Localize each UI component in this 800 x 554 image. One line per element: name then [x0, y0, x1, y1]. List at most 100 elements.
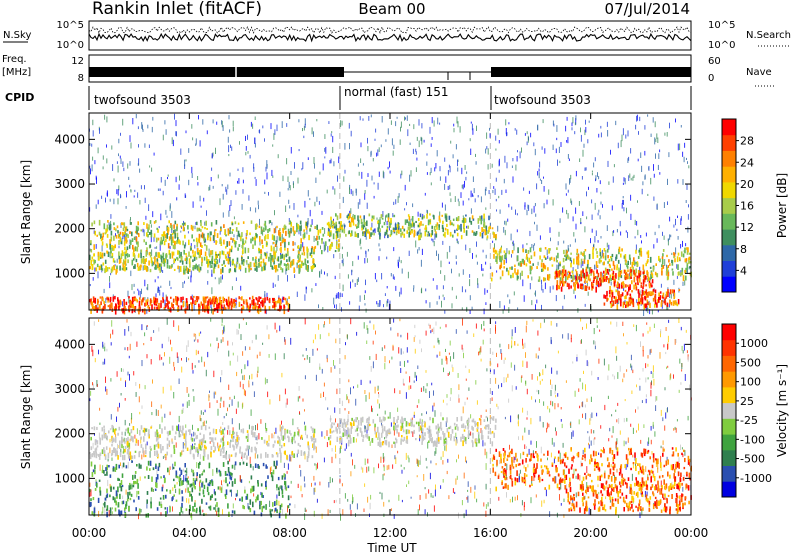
- power-band-cell-1: [264, 262, 267, 266]
- power-band-cell-0: [292, 226, 295, 232]
- power-speckle: [378, 171, 380, 177]
- power-speckle: [472, 194, 474, 197]
- power-speckle: [630, 148, 632, 154]
- power-band-cell-0: [167, 229, 169, 235]
- power-band-cell-4: [532, 263, 534, 266]
- power-band-cell-3: [444, 231, 446, 238]
- power-band-cell-0: [106, 224, 109, 230]
- power-speckle: [262, 230, 264, 236]
- velocity-speckle: [200, 418, 202, 422]
- power-speckle: [471, 193, 473, 197]
- velocity-speckle: [597, 377, 599, 380]
- power-speckle: [274, 129, 276, 135]
- velocity-speckle: [335, 338, 337, 344]
- velocity-speckle: [364, 483, 366, 487]
- velocity-speckle: [364, 390, 366, 394]
- velocity-speckle: [667, 335, 669, 343]
- power-band-cell-3: [433, 215, 435, 220]
- power-speckle: [297, 177, 299, 184]
- power-band-cell-1: [311, 267, 313, 272]
- power-band-cell-1: [207, 259, 210, 265]
- power-speckle: [280, 252, 282, 257]
- velocity-speckle: [137, 439, 139, 446]
- velocity-speckle: [223, 416, 225, 419]
- velocity-speckle: [384, 356, 386, 363]
- velocity-heatmap: [89, 318, 692, 521]
- velocity-speckle: [222, 337, 224, 342]
- power-speckle: [632, 176, 634, 181]
- power-speckle: [371, 222, 373, 228]
- power-band-cell-4: [538, 276, 541, 282]
- power-band-cell-4: [583, 258, 586, 264]
- power-speckle: [444, 157, 446, 162]
- power-band-cell-5: [636, 277, 639, 284]
- power-speckle: [462, 269, 464, 275]
- power-band-cell-3: [419, 213, 422, 218]
- power-band-cell-0: [322, 233, 325, 237]
- power-speckle: [398, 262, 399, 269]
- power-band-cell-5: [603, 278, 605, 282]
- velocity-speckle: [344, 355, 346, 360]
- velocity-speckle: [600, 425, 602, 429]
- velocity-speckle: [347, 414, 349, 421]
- power-band-cell-1: [248, 267, 250, 273]
- velocity-speckle: [389, 412, 391, 419]
- velocity-speckle: [408, 385, 410, 390]
- power-band-cell-6: [603, 302, 606, 306]
- power-band-cell-4: [495, 256, 497, 261]
- velocity-speckle: [486, 368, 488, 372]
- power-speckle: [169, 280, 171, 286]
- power-speckle: [358, 171, 360, 176]
- power-speckle: [330, 158, 332, 164]
- power-speckle: [560, 142, 562, 147]
- velocity-speckle: [227, 407, 228, 412]
- power-band-cell-5: [580, 275, 583, 281]
- velocity-speckle: [356, 503, 358, 510]
- power-band-cell-4: [674, 258, 676, 263]
- power-speckle: [643, 310, 645, 316]
- power-speckle: [557, 265, 559, 270]
- power-speckle: [477, 283, 479, 289]
- power-speckle: [574, 238, 576, 243]
- power-band-cell-1: [120, 253, 123, 259]
- power-band-cell-0: [195, 237, 198, 242]
- power-speckle: [188, 179, 190, 186]
- power-band-cell-6: [615, 289, 617, 293]
- power-speckle: [391, 138, 393, 146]
- power-band-cell-3: [456, 217, 458, 221]
- velocity-speckle: [140, 509, 142, 513]
- power-band-cell-4: [573, 258, 575, 265]
- velocity-speckle: [304, 358, 306, 361]
- velocity-speckle: [578, 388, 580, 392]
- power-band-cell-4: [654, 271, 657, 276]
- power-band-cell-0: [207, 235, 209, 241]
- velocity-speckle: [368, 392, 370, 400]
- power-band-cell-3: [475, 232, 477, 236]
- power-speckle: [103, 288, 105, 294]
- velocity-speckle: [640, 341, 641, 347]
- power-speckle: [611, 205, 613, 211]
- power-band-cell-0: [136, 241, 138, 245]
- power-band-cell-4: [671, 268, 674, 271]
- power-band-cell-0: [211, 250, 214, 255]
- power-speckle: [338, 156, 340, 164]
- power-band-cell-6: [628, 297, 631, 303]
- power-band-cell-3: [350, 233, 352, 237]
- power-band-cell-1: [193, 256, 196, 261]
- power-band-cell-4: [565, 253, 568, 257]
- power-speckle: [433, 240, 435, 247]
- power-band-cell-3: [328, 223, 330, 228]
- power-band-cell-1: [136, 262, 139, 268]
- power-band-cell-2: [92, 296, 95, 301]
- power-speckle: [599, 180, 601, 185]
- power-band-cell-0: [272, 241, 275, 244]
- velocity-speckle: [109, 447, 111, 454]
- power-band-cell-3: [361, 224, 363, 228]
- power-band-cell-2: [222, 297, 225, 304]
- power-speckle: [607, 130, 609, 137]
- power-band-cell-4: [596, 251, 598, 255]
- velocity-speckle: [612, 426, 614, 434]
- velocity-speckle: [639, 377, 641, 380]
- power-speckle: [139, 168, 141, 173]
- velocity-speckle: [575, 475, 577, 479]
